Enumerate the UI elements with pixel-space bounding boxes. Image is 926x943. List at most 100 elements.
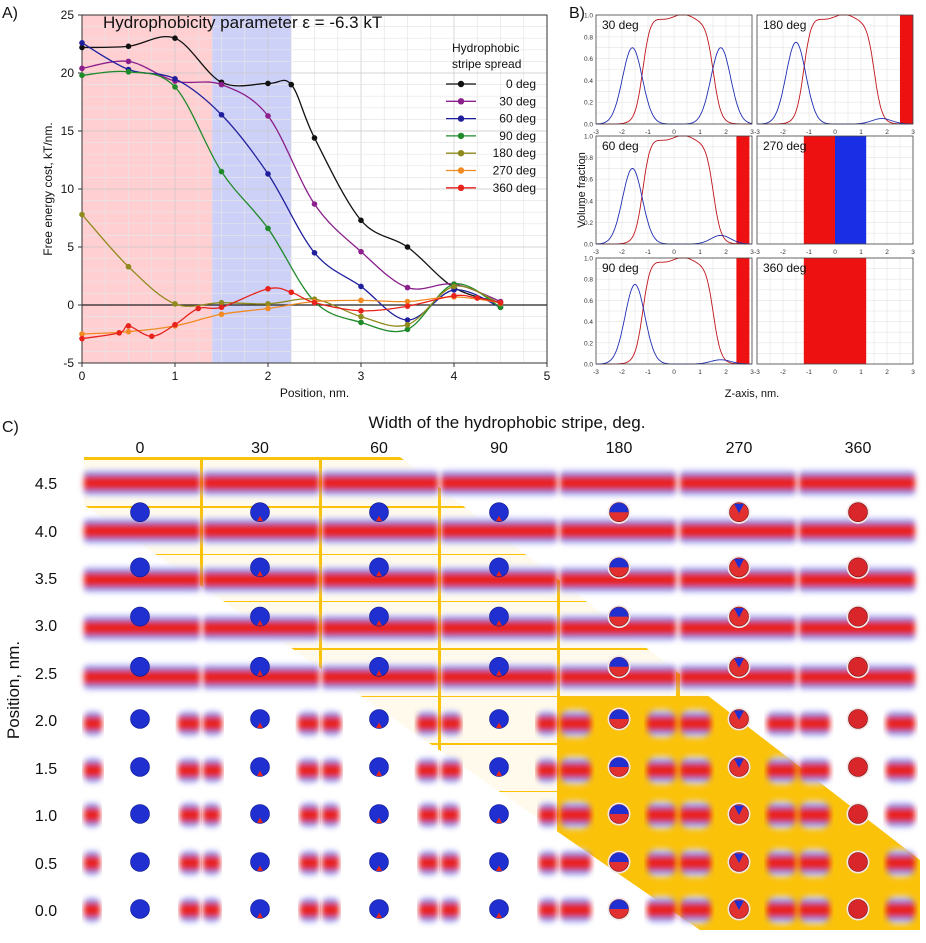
membrane-band [322, 469, 438, 497]
membrane-band-left [203, 756, 222, 785]
membrane-band-left [441, 709, 461, 738]
x-tick-label: 1 [859, 369, 863, 376]
nanoparticle [489, 899, 509, 919]
cell [84, 792, 200, 838]
cell [441, 792, 557, 838]
nanoparticle [369, 606, 389, 627]
cell [799, 801, 915, 829]
x-tick-label: -2 [780, 249, 786, 256]
data-point [172, 76, 178, 82]
nanoparticle [489, 757, 509, 777]
data-point [404, 317, 411, 323]
hydrophobic-stripe [376, 912, 382, 918]
row-label: 2.0 [35, 713, 57, 730]
membrane-band-right [767, 896, 796, 924]
particle-cap [609, 709, 629, 719]
x-tick-label: 3 [911, 369, 915, 376]
membrane-band-right [300, 849, 319, 877]
membrane-band-right [180, 896, 200, 924]
data-point [172, 301, 178, 307]
subplot-label: 60 deg [602, 139, 639, 153]
y-tick-label: 25 [61, 8, 75, 22]
legend-swatch-dot [457, 132, 465, 140]
cell [799, 555, 915, 601]
cell [680, 896, 796, 924]
row-label: 1.5 [35, 761, 57, 778]
data-point [358, 308, 364, 314]
cell [441, 555, 557, 601]
data-point [311, 201, 318, 207]
cell [441, 745, 557, 791]
chart-a-plot: 0 1 2 3 4 5 -5 0 5 10 15 20 25 Position, nm. Free ener… [41, 8, 551, 400]
cell [560, 801, 676, 829]
cell [799, 849, 915, 877]
particle-cap [609, 557, 629, 568]
data-point [125, 263, 132, 270]
legend-swatch-dot [457, 167, 465, 174]
data-point [218, 81, 225, 88]
y-tick-label: 0 [67, 298, 74, 312]
nanoparticle [369, 757, 389, 777]
data-point [265, 171, 271, 177]
nanoparticle [369, 557, 389, 578]
data-point [79, 65, 85, 72]
data-point [288, 81, 295, 88]
x-tick-label: 2 [724, 369, 728, 376]
cell [680, 707, 796, 738]
data-point [358, 297, 364, 304]
membrane-band-right [767, 849, 796, 877]
x-tick-label: -1 [645, 249, 651, 256]
row-label: 4.0 [35, 524, 57, 541]
membrane-band [441, 663, 557, 692]
particle-wedge [734, 805, 744, 815]
y-tick-label: 0.6 [584, 177, 593, 184]
x-tick-label: -3 [593, 369, 599, 376]
data-point [218, 168, 225, 175]
membrane-band-left [84, 849, 100, 877]
membrane-band-right [178, 756, 200, 785]
cell [560, 602, 676, 648]
data-point [125, 328, 132, 335]
membrane-band [322, 614, 438, 642]
row-label: 0.5 [35, 856, 57, 873]
nanoparticle [250, 709, 270, 729]
column-header: 0 [136, 440, 145, 457]
x-tick-label: 2 [885, 249, 889, 256]
cell [680, 755, 796, 785]
cell [560, 707, 676, 738]
cell [84, 697, 200, 743]
membrane-band-left [322, 849, 339, 877]
particle-wedge [734, 608, 744, 618]
x-tick-label: 3 [750, 129, 754, 136]
cell [799, 602, 915, 648]
x-tick-label: 1 [698, 129, 702, 136]
data-point [358, 217, 364, 224]
particle-cap [609, 899, 629, 909]
membrane-band [203, 469, 319, 497]
subplot-frame [595, 257, 753, 365]
membrane-band [441, 565, 557, 594]
cell [441, 602, 557, 648]
particle-cap [609, 852, 629, 862]
cell [560, 500, 676, 554]
nanoparticle [848, 852, 868, 872]
hydrophobic-stripe [257, 770, 263, 776]
cell [322, 697, 438, 743]
nanoparticle [848, 606, 868, 627]
x-tick-label: -1 [645, 369, 651, 376]
membrane-band [84, 469, 200, 497]
cell [322, 745, 438, 791]
membrane-band [799, 565, 915, 594]
membrane-band-right [539, 896, 557, 924]
data-point [358, 319, 364, 326]
column-header: 90 [490, 440, 508, 457]
cell [680, 500, 796, 554]
membrane-band-right [419, 849, 438, 877]
data-point [79, 331, 85, 337]
y-tick-label: 0.8 [584, 155, 593, 162]
cell [799, 500, 915, 554]
chart-b: 30 deg -3 -2 -1 0 1 2 3 0.0 0.2 0.4 0.6 0.8 1.0 180 de… [576, 13, 915, 401]
hydrophobic-stripe [376, 670, 382, 676]
hydrophobic-stripe [496, 912, 502, 918]
membrane-band-left [441, 849, 459, 877]
